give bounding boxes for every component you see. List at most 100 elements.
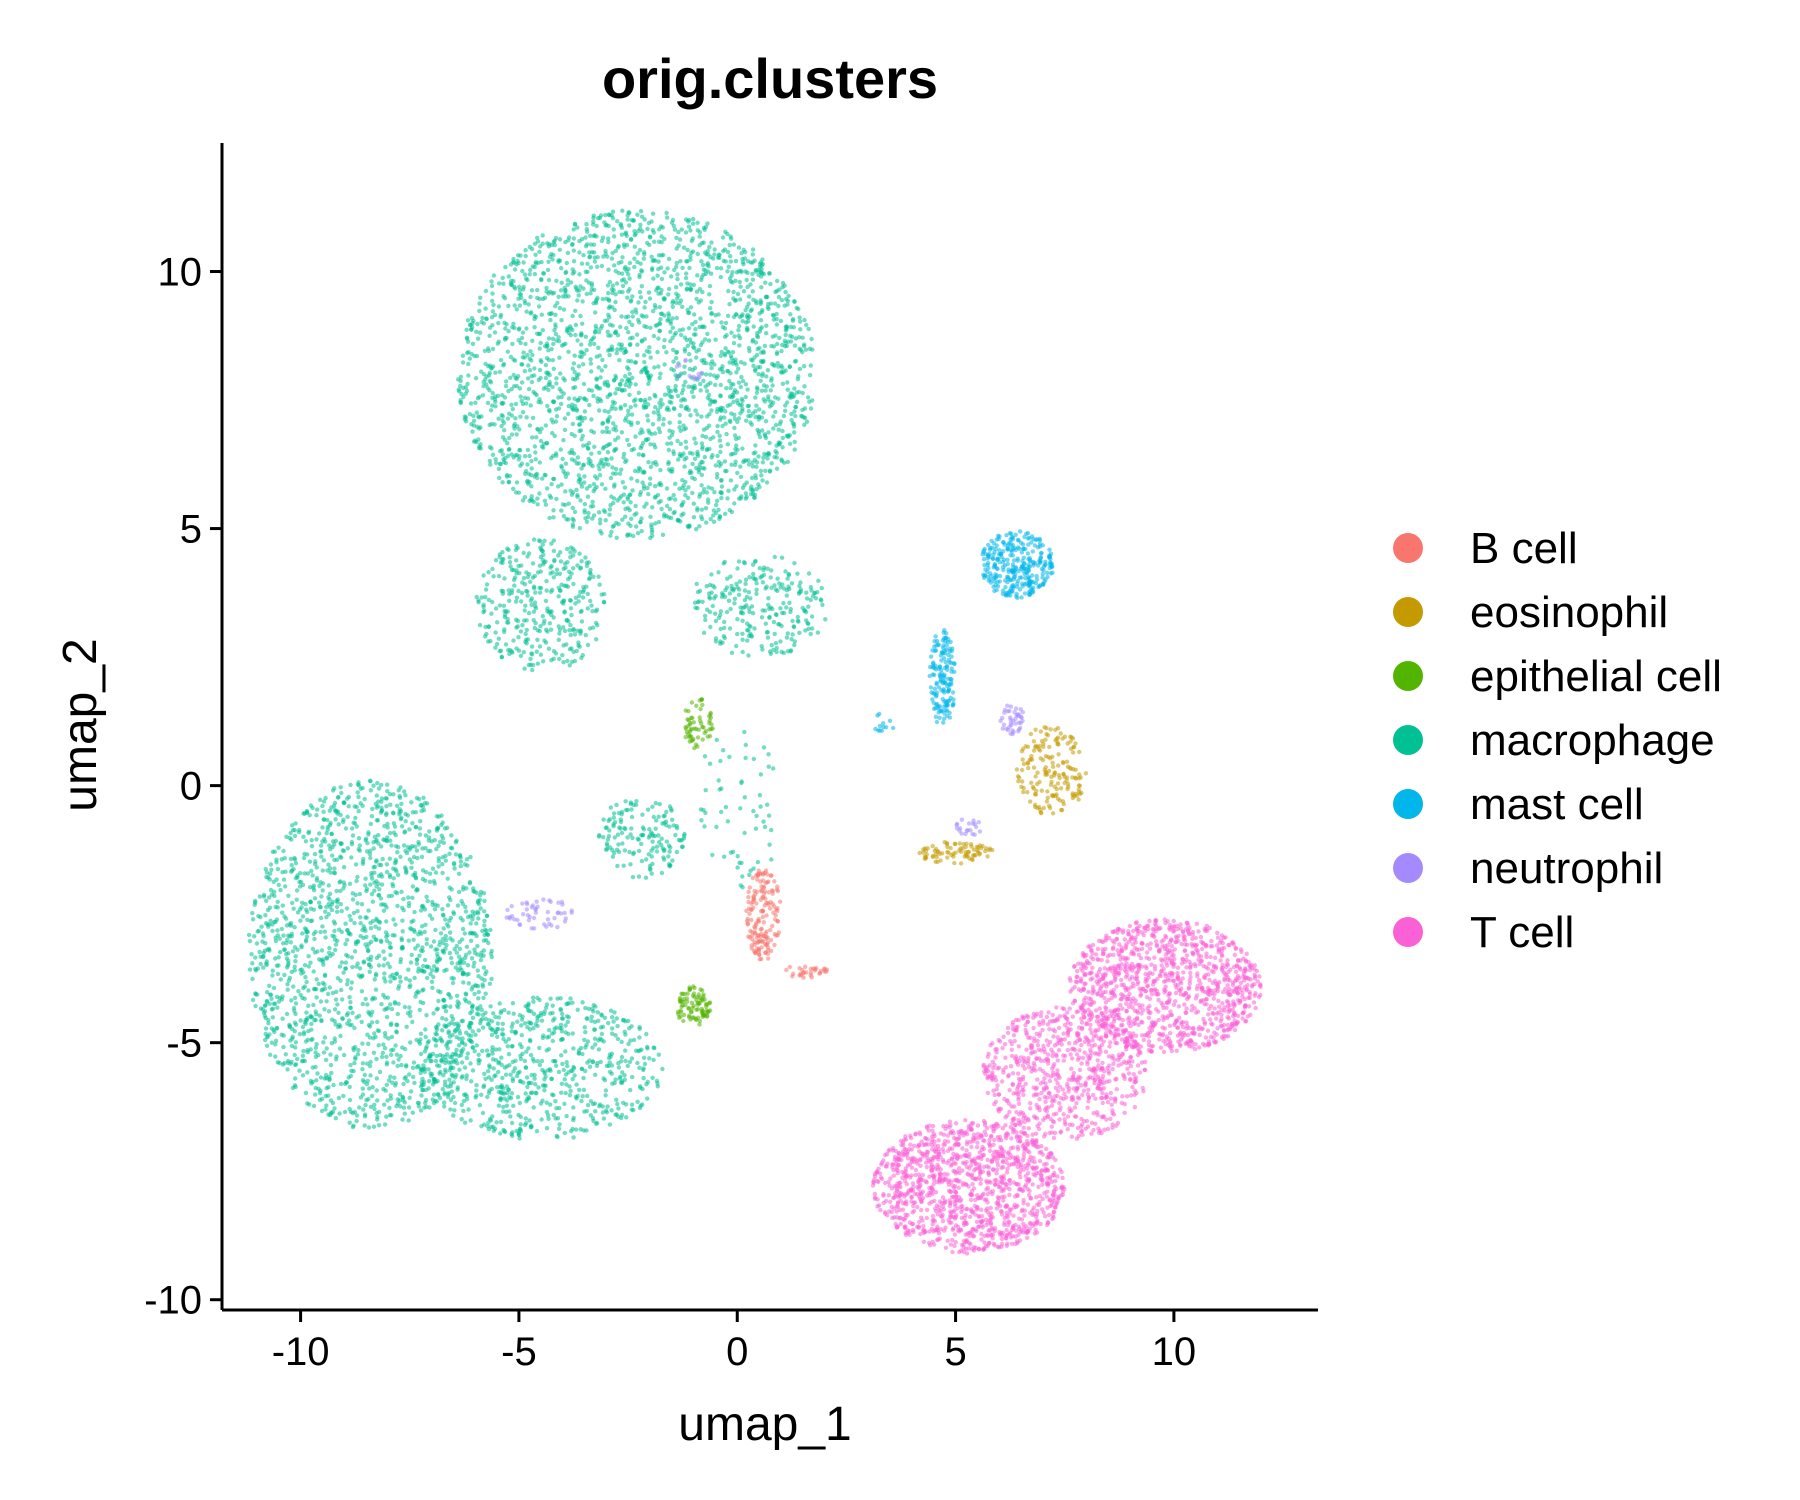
data-point <box>689 1000 695 1005</box>
data-point <box>650 211 656 216</box>
data-point <box>408 1013 413 1019</box>
data-point <box>599 531 604 536</box>
data-point <box>785 459 790 465</box>
data-point <box>353 862 359 867</box>
data-point <box>310 873 315 878</box>
data-point <box>719 408 724 413</box>
data-point <box>675 272 680 277</box>
data-point <box>578 498 583 503</box>
data-point <box>798 327 803 332</box>
data-point <box>311 907 317 912</box>
data-point <box>809 588 814 593</box>
data-point <box>393 1083 398 1088</box>
data-point <box>685 717 690 722</box>
data-point <box>627 371 632 376</box>
data-point <box>713 313 718 318</box>
data-point <box>291 906 296 911</box>
data-point <box>606 267 611 272</box>
data-point <box>702 337 708 342</box>
data-point <box>786 571 791 577</box>
data-point <box>651 276 656 281</box>
data-point <box>606 297 611 302</box>
data-point <box>700 724 705 730</box>
data-point <box>498 357 504 363</box>
data-point <box>461 960 467 965</box>
data-point <box>500 560 505 565</box>
data-point <box>497 461 503 466</box>
data-point <box>688 340 694 345</box>
series-eosinophil <box>917 725 1089 866</box>
data-point <box>715 406 720 412</box>
data-point <box>767 440 772 446</box>
data-point <box>963 850 968 855</box>
data-point <box>580 321 585 326</box>
data-point <box>385 825 390 830</box>
data-point <box>707 596 713 601</box>
data-point <box>756 372 761 377</box>
data-point <box>700 460 705 465</box>
data-point <box>496 320 501 326</box>
data-point <box>554 381 559 386</box>
data-point <box>622 387 627 393</box>
data-point <box>749 307 754 312</box>
data-point <box>561 598 567 603</box>
data-point <box>727 242 732 248</box>
data-point <box>563 270 568 276</box>
data-point <box>537 644 543 649</box>
data-point <box>469 327 474 332</box>
data-point <box>737 579 743 584</box>
data-point <box>438 839 443 844</box>
data-point <box>582 396 587 401</box>
data-point <box>715 498 720 503</box>
data-point <box>553 324 558 330</box>
data-point <box>689 389 695 395</box>
data-point <box>713 636 719 641</box>
data-point <box>324 1086 329 1091</box>
data-point <box>350 1010 355 1015</box>
data-point <box>375 1019 380 1025</box>
data-point <box>630 294 635 299</box>
data-point <box>532 600 538 605</box>
data-point <box>691 984 696 989</box>
data-point <box>788 606 793 612</box>
data-point <box>473 400 478 405</box>
data-point <box>700 702 705 708</box>
data-point <box>384 938 390 943</box>
data-point <box>298 1018 303 1023</box>
data-point <box>332 928 337 934</box>
data-point <box>363 996 368 1002</box>
data-point <box>611 378 617 383</box>
data-point <box>368 788 374 793</box>
data-point <box>394 891 400 896</box>
data-point <box>253 898 258 904</box>
data-point <box>565 658 570 664</box>
data-point <box>674 235 679 240</box>
data-point <box>384 919 389 924</box>
data-point <box>314 995 319 1000</box>
data-point <box>381 902 386 907</box>
data-point <box>558 550 563 555</box>
data-point <box>656 239 662 244</box>
data-point <box>407 827 412 832</box>
data-point <box>641 314 646 319</box>
data-point <box>625 437 630 443</box>
data-point <box>729 650 735 655</box>
data-point <box>530 667 535 673</box>
data-point <box>765 456 770 461</box>
data-point <box>506 303 511 309</box>
data-point <box>387 792 393 797</box>
data-point <box>322 1035 328 1040</box>
data-point <box>606 409 611 415</box>
data-point <box>576 599 581 604</box>
data-point <box>468 401 474 406</box>
data-point <box>523 631 528 637</box>
data-point <box>487 333 492 338</box>
data-point <box>971 847 977 852</box>
data-point <box>709 572 714 577</box>
data-point <box>382 1122 388 1127</box>
data-point <box>703 617 708 623</box>
data-point <box>621 492 627 497</box>
data-point <box>596 510 602 515</box>
data-point <box>333 947 338 953</box>
data-point <box>777 441 782 447</box>
